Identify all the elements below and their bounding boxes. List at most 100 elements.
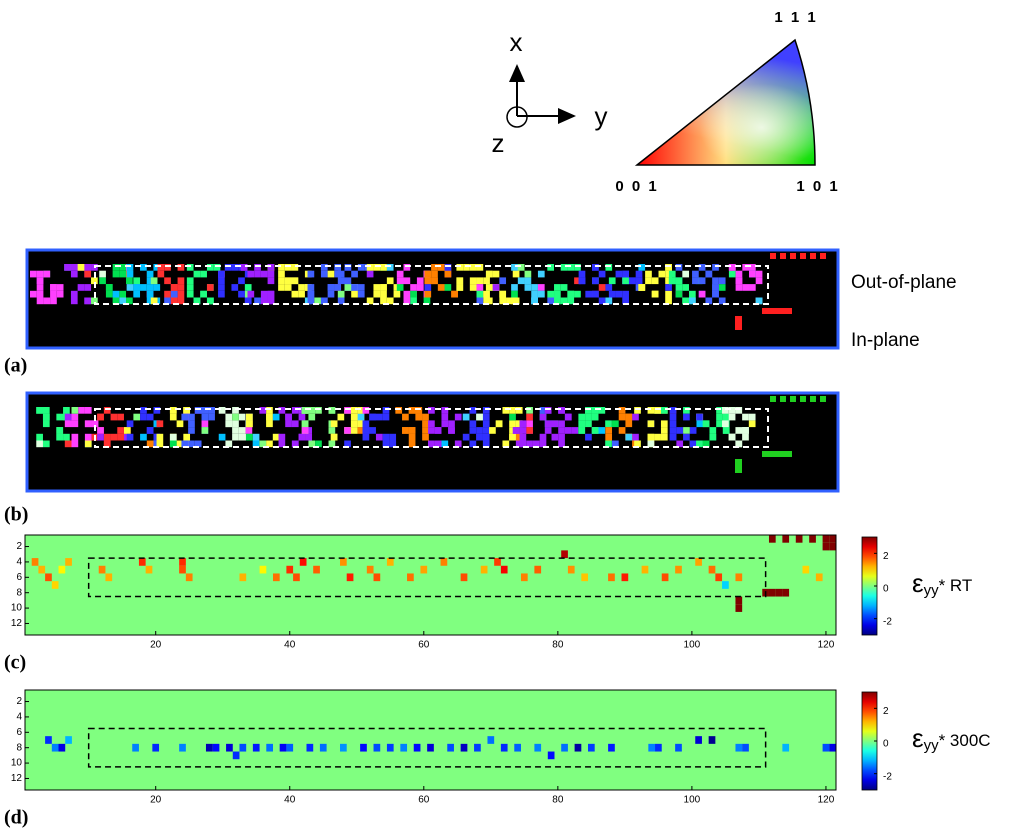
orientation-pixel: [668, 270, 676, 278]
orientation-pixel: [416, 284, 424, 291]
orientation-pixel: [36, 407, 43, 414]
orientation-pixel: [492, 284, 500, 291]
label-symbol: ε: [912, 568, 924, 598]
heatmap-cell: [386, 743, 394, 752]
orientation-pixel: [186, 277, 194, 285]
orientation-pixel: [632, 413, 639, 421]
orientation-pixel: [735, 459, 742, 473]
orientation-pixel: [618, 407, 626, 414]
orientation-pixel: [682, 284, 690, 291]
orientation-pixel: [366, 264, 374, 271]
orientation-pixel: [748, 420, 756, 428]
heatmap-cell: [226, 743, 233, 752]
heatmap-cell: [608, 573, 615, 582]
orientation-pixel: [669, 433, 677, 441]
orientation-pixel: [790, 253, 796, 259]
orientation-pixel: [238, 413, 246, 421]
orientation-pixel: [402, 427, 409, 434]
orientation-pixel: [547, 290, 555, 298]
orientation-pixel: [307, 270, 315, 278]
orientation-pixel: [344, 277, 352, 285]
orientation-pixel: [140, 284, 147, 291]
orientation-pixel: [660, 427, 668, 434]
orientation-pixel: [410, 297, 417, 305]
orientation-pixel: [651, 277, 659, 285]
orientation-pixel: [266, 413, 273, 421]
heatmap-cell: [547, 751, 555, 760]
orientation-pixel: [330, 433, 338, 441]
orientation-pixel: [567, 290, 575, 298]
orientation-pixel: [126, 277, 133, 285]
orientation-pixel: [186, 264, 194, 271]
orientation-pixel: [164, 277, 171, 285]
orientation-pixel: [658, 270, 666, 278]
label-subscript: yy: [924, 582, 940, 599]
orientation-pixel: [800, 253, 806, 259]
orientation-pixel: [245, 427, 253, 434]
orientation-pixel: [524, 284, 532, 291]
orientation-pixel: [502, 407, 510, 414]
heatmap-cell: [340, 558, 347, 566]
plot-frame: [24, 534, 837, 636]
heatmap-cell: [413, 743, 421, 752]
heatmap-cell: [293, 573, 300, 582]
orientation-pixel: [560, 264, 568, 271]
y-tick-label: 10: [11, 758, 23, 769]
orientation-pixel: [476, 427, 483, 434]
heatmap-cell: [500, 565, 508, 574]
orientation-pixel: [140, 413, 147, 421]
heatmap-cell: [782, 535, 790, 543]
orientation-pixel: [424, 284, 432, 291]
heatmap-cell: [494, 558, 501, 566]
orientation-pixel: [483, 290, 490, 298]
orientation-pixel: [84, 264, 92, 271]
heatmap-cell: [487, 736, 495, 744]
heatmap-cell: [815, 573, 823, 582]
orientation-pixel: [509, 427, 516, 434]
orientation-pixel: [424, 290, 432, 298]
orientation-pixel: [532, 440, 540, 448]
heatmap-cell: [447, 743, 454, 752]
orientation-pixel: [560, 297, 568, 305]
orientation-pixel: [415, 413, 423, 421]
orientation-pixel: [146, 440, 154, 448]
orientation-pixel: [91, 297, 98, 305]
orientation-pixel: [622, 297, 629, 305]
heatmap-cell: [735, 604, 743, 612]
orientation-pixel: [164, 290, 171, 298]
orientation-pixel: [696, 420, 704, 428]
orientation-pixel: [698, 290, 706, 298]
orientation-pixel: [201, 420, 209, 428]
orientation-pixel: [97, 427, 104, 434]
orientation-pixel: [709, 427, 717, 434]
orientation-pixel: [608, 277, 616, 285]
orientation-pixel: [382, 407, 390, 414]
orientation-pixel: [749, 270, 756, 278]
orientation-pixel: [150, 277, 158, 285]
orientation-pixel: [632, 433, 639, 441]
orientation-pixel: [291, 277, 299, 285]
orientation-pixel: [712, 284, 719, 291]
orientation-pixel: [718, 297, 726, 305]
orientation-pixel: [70, 270, 78, 278]
orientation-pixel: [238, 277, 245, 285]
orientation-pixel: [499, 290, 507, 298]
orientation-pixel: [337, 413, 345, 421]
orientation-pixel: [728, 413, 736, 421]
orientation-pixel: [537, 284, 545, 291]
orientation-pixel: [232, 427, 239, 434]
orientation-pixel: [647, 407, 655, 414]
orientation-pixel: [605, 433, 613, 441]
orientation-pixel: [246, 433, 253, 441]
heatmap-cell: [708, 736, 716, 744]
orientation-pixel: [36, 433, 43, 441]
orientation-pixel: [735, 270, 743, 278]
colorbar-tick-label: 2: [883, 706, 889, 717]
orientation-pixel: [567, 297, 575, 305]
orientation-pixel: [554, 290, 561, 298]
orientation-pixel: [350, 413, 358, 421]
orientation-pixel: [431, 264, 438, 271]
orientation-pixel: [170, 297, 178, 305]
orientation-pixel: [647, 420, 655, 428]
orientation-pixel: [431, 277, 438, 285]
